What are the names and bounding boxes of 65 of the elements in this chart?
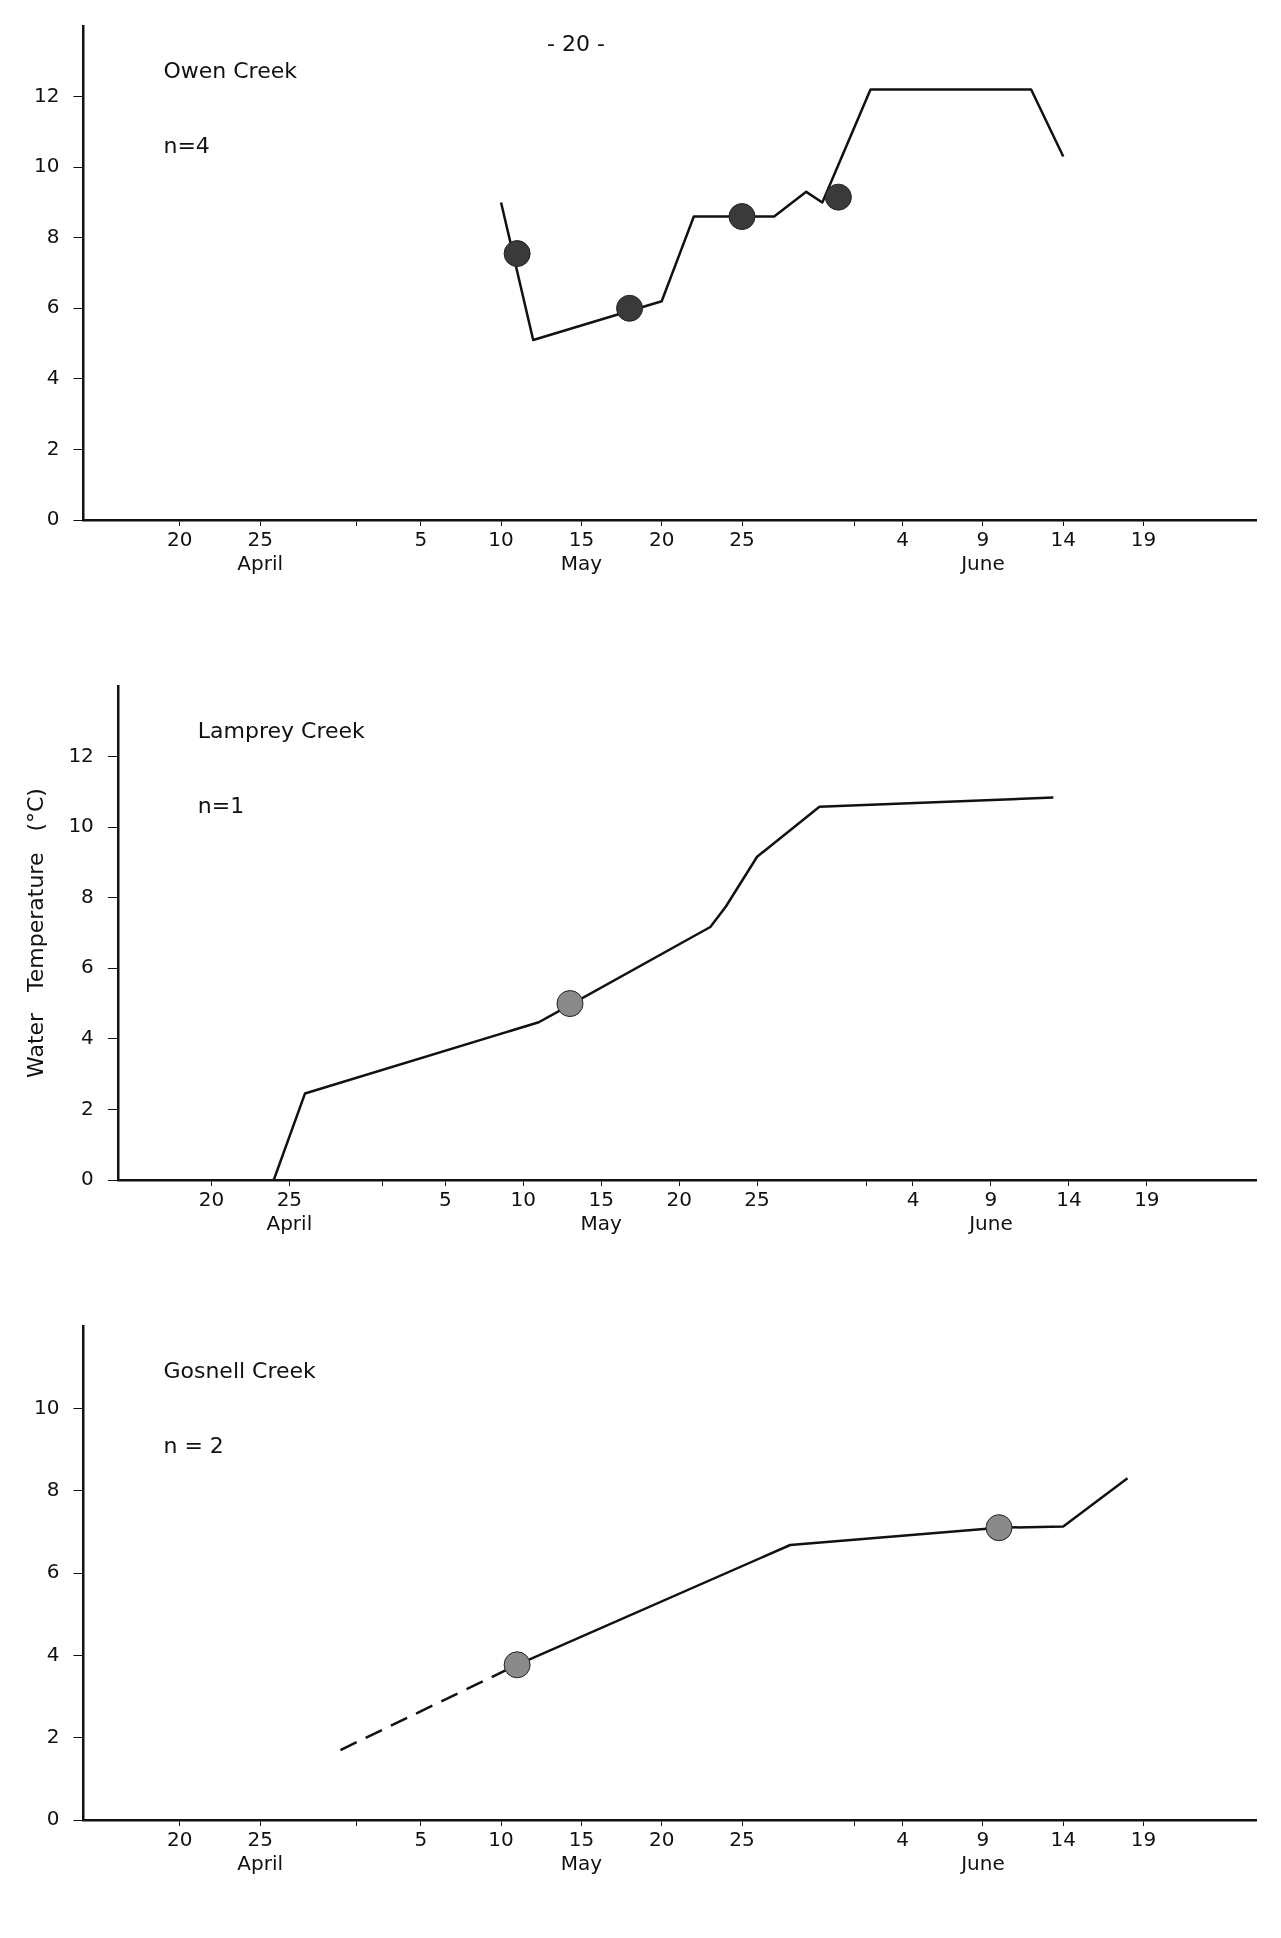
y-tick-label: 12 [68, 742, 94, 767]
y-tick-label: 4 [46, 1641, 60, 1666]
y-tick-label: 0 [46, 506, 60, 531]
point [824, 183, 852, 211]
x-tick-label: 20 [648, 527, 675, 552]
y-tick-label: 8 [46, 223, 60, 248]
x-tick-label: 20 [198, 1187, 225, 1212]
y-tick-label: 0 [46, 1806, 60, 1831]
x-tick-label: 25 April [266, 1187, 313, 1236]
y-tick-label: 8 [81, 883, 94, 908]
y-tick-label: 10 [68, 813, 94, 838]
annotation: n=1 [197, 792, 245, 818]
x-tick-label: 14 [1050, 527, 1076, 552]
y-tick-label: 8 [46, 1476, 60, 1501]
annotation: n = 2 [163, 1432, 224, 1458]
y-tick-label: 6 [46, 1559, 60, 1584]
x-tick-label: 14 [1056, 1187, 1082, 1212]
x-tick-label: 4 [896, 527, 909, 552]
x-tick-label: 19 [1130, 1827, 1157, 1852]
x-tick-label: 15 May [560, 1827, 603, 1876]
annotation: - 20 - [546, 30, 605, 56]
x-tick-label: 19 [1134, 1187, 1160, 1212]
y-tick-label: 0 [81, 1166, 94, 1191]
y-axis-title: Water Temperature (°C) [22, 788, 48, 1078]
x-tick-label: 15 May [580, 1187, 623, 1236]
point [728, 203, 756, 231]
x-tick-label: 19 [1130, 527, 1157, 552]
text: Gosnell Creek [163, 1357, 317, 1383]
text: Owen Creek [163, 57, 298, 83]
x-tick-label: 20 [167, 1827, 193, 1852]
y-tick-label: 2 [46, 1723, 60, 1748]
x-tick-label: 4 [906, 1187, 920, 1212]
x-tick-label: 10 [488, 527, 514, 552]
x-tick-label: 4 [896, 1827, 909, 1852]
x-tick-label: 14 [1050, 1827, 1076, 1852]
y-tick-label: 10 [34, 153, 60, 178]
x-tick-label: 25 [729, 527, 755, 552]
x-tick-label: 20 [648, 1827, 675, 1852]
y-tick-label: 12 [34, 82, 60, 107]
x-tick-label: 5 [414, 1827, 428, 1852]
x-tick-label: 9 June [967, 1187, 1013, 1236]
y-tick-label: 10 [34, 1394, 60, 1419]
text: Lamprey Creek [197, 717, 366, 743]
x-tick-label: 20 [666, 1187, 692, 1212]
y-tick-label: 4 [46, 365, 60, 390]
x-tick-label: 25 [744, 1187, 770, 1212]
x-tick-label: 5 [438, 1187, 452, 1212]
x-tick-label: 15 May [560, 527, 603, 576]
x-tick-label: 10 [510, 1187, 536, 1212]
point [503, 240, 531, 268]
y-tick-label: 2 [81, 1095, 94, 1120]
x-tick-label: 25 [729, 1827, 755, 1852]
y-tick-label: 2 [46, 435, 60, 460]
x-tick-label: 25 April [237, 527, 283, 576]
point [616, 294, 644, 322]
x-tick-label: 10 [488, 1827, 514, 1852]
x-tick-label: 5 [414, 527, 428, 552]
x-tick-label: 20 [167, 527, 193, 552]
annotation: n=4 [163, 132, 210, 158]
y-tick-label: 6 [46, 294, 60, 319]
y-tick-label: 4 [81, 1025, 94, 1050]
x-tick-label: 9 June [959, 1827, 1005, 1876]
x-tick-label: 9 June [959, 527, 1005, 576]
x-tick-label: 25 April [237, 1827, 283, 1876]
y-tick-label: 6 [81, 954, 94, 979]
